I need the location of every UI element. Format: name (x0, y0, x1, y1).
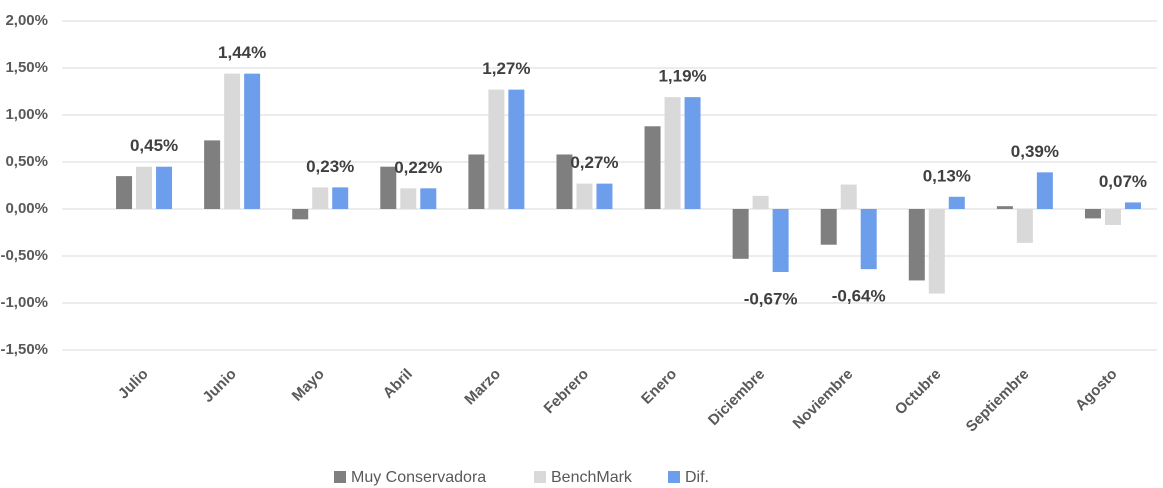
data-label: 0,22% (394, 158, 442, 177)
x-tick-label: Marzo (461, 366, 504, 409)
legend-swatch (668, 471, 680, 483)
bar (156, 166, 173, 209)
x-tick-label: Julio (115, 366, 152, 403)
x-tick-label: Febrero (541, 366, 593, 418)
bar (488, 89, 505, 209)
bar (576, 183, 593, 209)
bar (684, 97, 701, 209)
bar (820, 209, 837, 245)
bar (948, 196, 965, 209)
y-tick-label: 0,00% (5, 200, 48, 217)
data-label: 1,19% (658, 67, 706, 86)
y-tick-label: -1,00% (0, 294, 48, 311)
x-tick-label: Mayo (289, 366, 328, 405)
legend-label: BenchMark (551, 469, 633, 486)
x-tick-label: Diciembre (705, 366, 768, 429)
bar (400, 188, 417, 209)
x-tick-label: Enero (638, 366, 680, 408)
bar (840, 184, 857, 209)
x-tick-label: Septiembre (963, 366, 1033, 436)
bar (1036, 172, 1053, 209)
bar (508, 89, 525, 209)
bar (772, 209, 789, 272)
legend-swatch (334, 471, 346, 483)
data-label: 0,39% (1011, 142, 1059, 161)
bar (732, 209, 749, 259)
bar (380, 166, 397, 209)
x-tick-label: Noviembre (789, 366, 856, 433)
bar (1104, 209, 1121, 225)
bar (312, 187, 329, 209)
y-tick-label: 1,00% (5, 106, 48, 123)
x-tick-label: Junio (199, 366, 239, 406)
data-label: 0,23% (306, 157, 354, 176)
bar (292, 209, 309, 220)
bar (244, 73, 261, 209)
data-label: -0,67% (744, 289, 798, 308)
data-label: 1,27% (482, 59, 530, 78)
data-label: -0,64% (832, 287, 886, 306)
bar (136, 166, 153, 209)
bar (116, 176, 133, 209)
bar (420, 188, 437, 209)
bar (204, 140, 221, 209)
bar (860, 209, 877, 270)
bar (928, 209, 945, 294)
data-label: 1,44% (218, 43, 266, 62)
data-label: 0,27% (570, 153, 618, 172)
bar (1084, 209, 1101, 219)
x-tick-label: Octubre (892, 366, 945, 419)
data-label: 0,07% (1099, 172, 1147, 191)
bar (332, 187, 349, 209)
bar (664, 97, 681, 209)
y-tick-label: -1,50% (0, 341, 48, 358)
bar (1016, 209, 1033, 243)
y-tick-label: 0,50% (5, 153, 48, 170)
x-tick-label: Agosto (1072, 366, 1121, 415)
y-tick-label: -0,50% (0, 247, 48, 264)
legend-swatch (534, 471, 546, 483)
y-tick-label: 2,00% (5, 12, 48, 29)
data-label: 0,45% (130, 136, 178, 155)
bar (468, 154, 485, 209)
bar (556, 154, 573, 209)
bar (752, 195, 769, 209)
bar (996, 206, 1013, 209)
bar (1124, 202, 1141, 209)
bar (644, 126, 661, 209)
bar (224, 73, 241, 209)
bar (596, 183, 613, 209)
x-tick-label: Abril (380, 366, 416, 402)
legend-label: Muy Conservadora (351, 469, 486, 486)
legend-label: Dif. (685, 469, 709, 486)
y-tick-label: 1,50% (5, 59, 48, 76)
bar (908, 209, 925, 281)
data-label: 0,13% (923, 166, 971, 185)
